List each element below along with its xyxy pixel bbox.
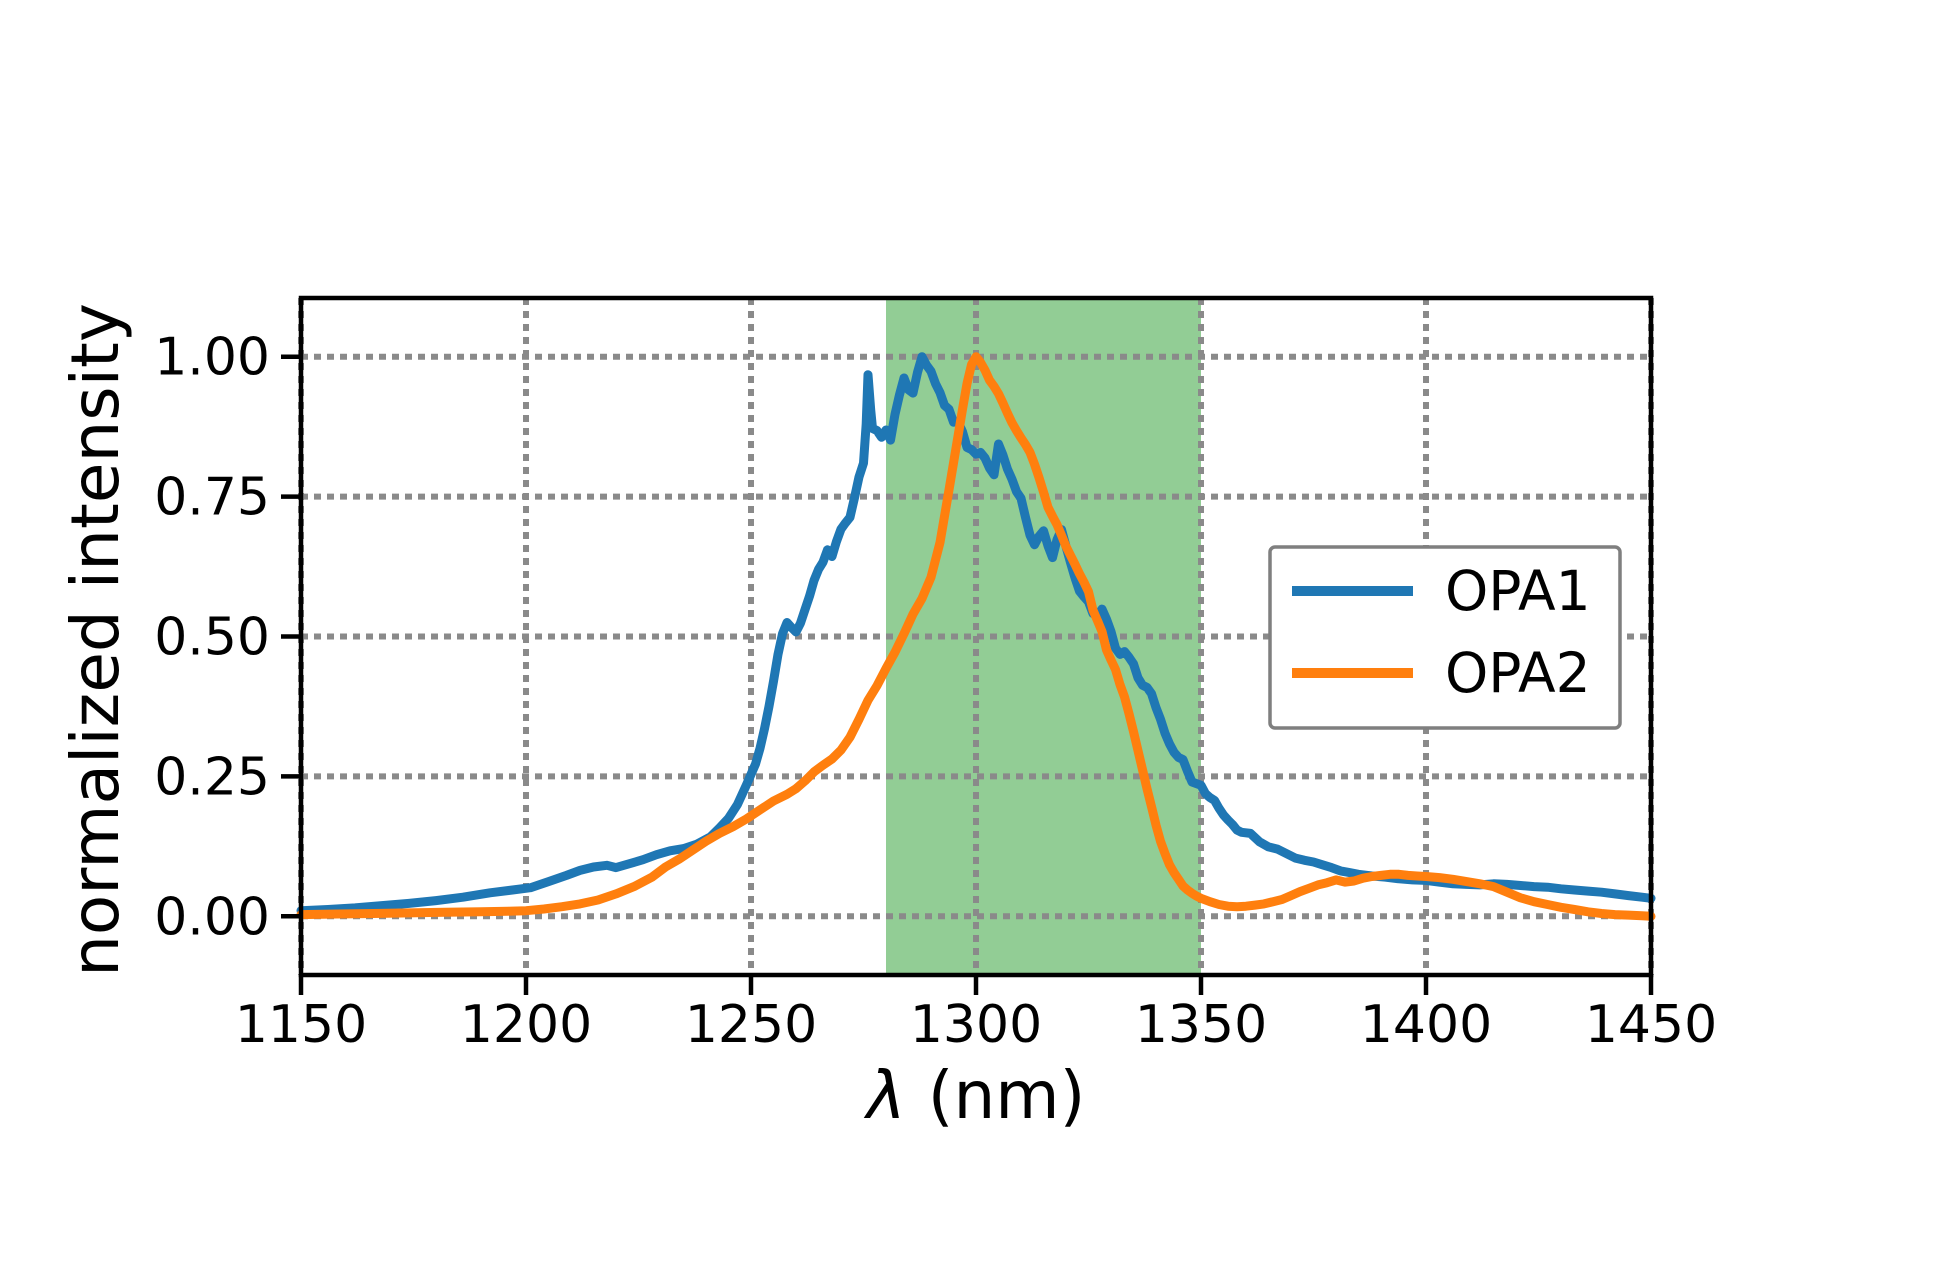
x-tick-label: 1400 bbox=[1360, 995, 1492, 1055]
y-tick-label: 1.00 bbox=[154, 328, 270, 388]
legend-label-opa1: OPA1 bbox=[1445, 559, 1591, 623]
x-tick-label: 1150 bbox=[235, 995, 367, 1055]
tick-mark-layer bbox=[281, 354, 1654, 995]
x-tick-label: 1450 bbox=[1585, 995, 1717, 1055]
legend: OPA1 OPA2 bbox=[1268, 545, 1622, 730]
x-tick-label: 1300 bbox=[910, 995, 1042, 1055]
series-line-opa1 bbox=[296, 352, 1656, 916]
x-tick-label-layer: 1150 1200 1250 1300 1350 1400 1450 bbox=[235, 995, 1717, 1055]
x-tick-label: 1350 bbox=[1135, 995, 1267, 1055]
legend-label-opa2: OPA2 bbox=[1445, 641, 1591, 705]
y-tick-label: 0.00 bbox=[154, 887, 270, 947]
x-axis-label: λ (nm) bbox=[864, 1057, 1086, 1134]
y-axis-label: normalized intensity bbox=[57, 303, 134, 977]
y-tick-label: 0.50 bbox=[154, 608, 270, 668]
series-layer bbox=[296, 352, 1656, 921]
y-tick-label: 0.75 bbox=[154, 468, 270, 528]
y-tick-label-layer: 0.00 0.25 0.50 0.75 1.00 bbox=[154, 328, 270, 948]
series-line-opa2 bbox=[296, 352, 1656, 921]
x-tick-label: 1250 bbox=[685, 995, 817, 1055]
lambda-symbol: λ bbox=[864, 1057, 906, 1134]
x-tick-label: 1200 bbox=[460, 995, 592, 1055]
y-tick-label: 0.25 bbox=[154, 747, 270, 807]
x-axis-unit: (nm) bbox=[928, 1057, 1086, 1134]
